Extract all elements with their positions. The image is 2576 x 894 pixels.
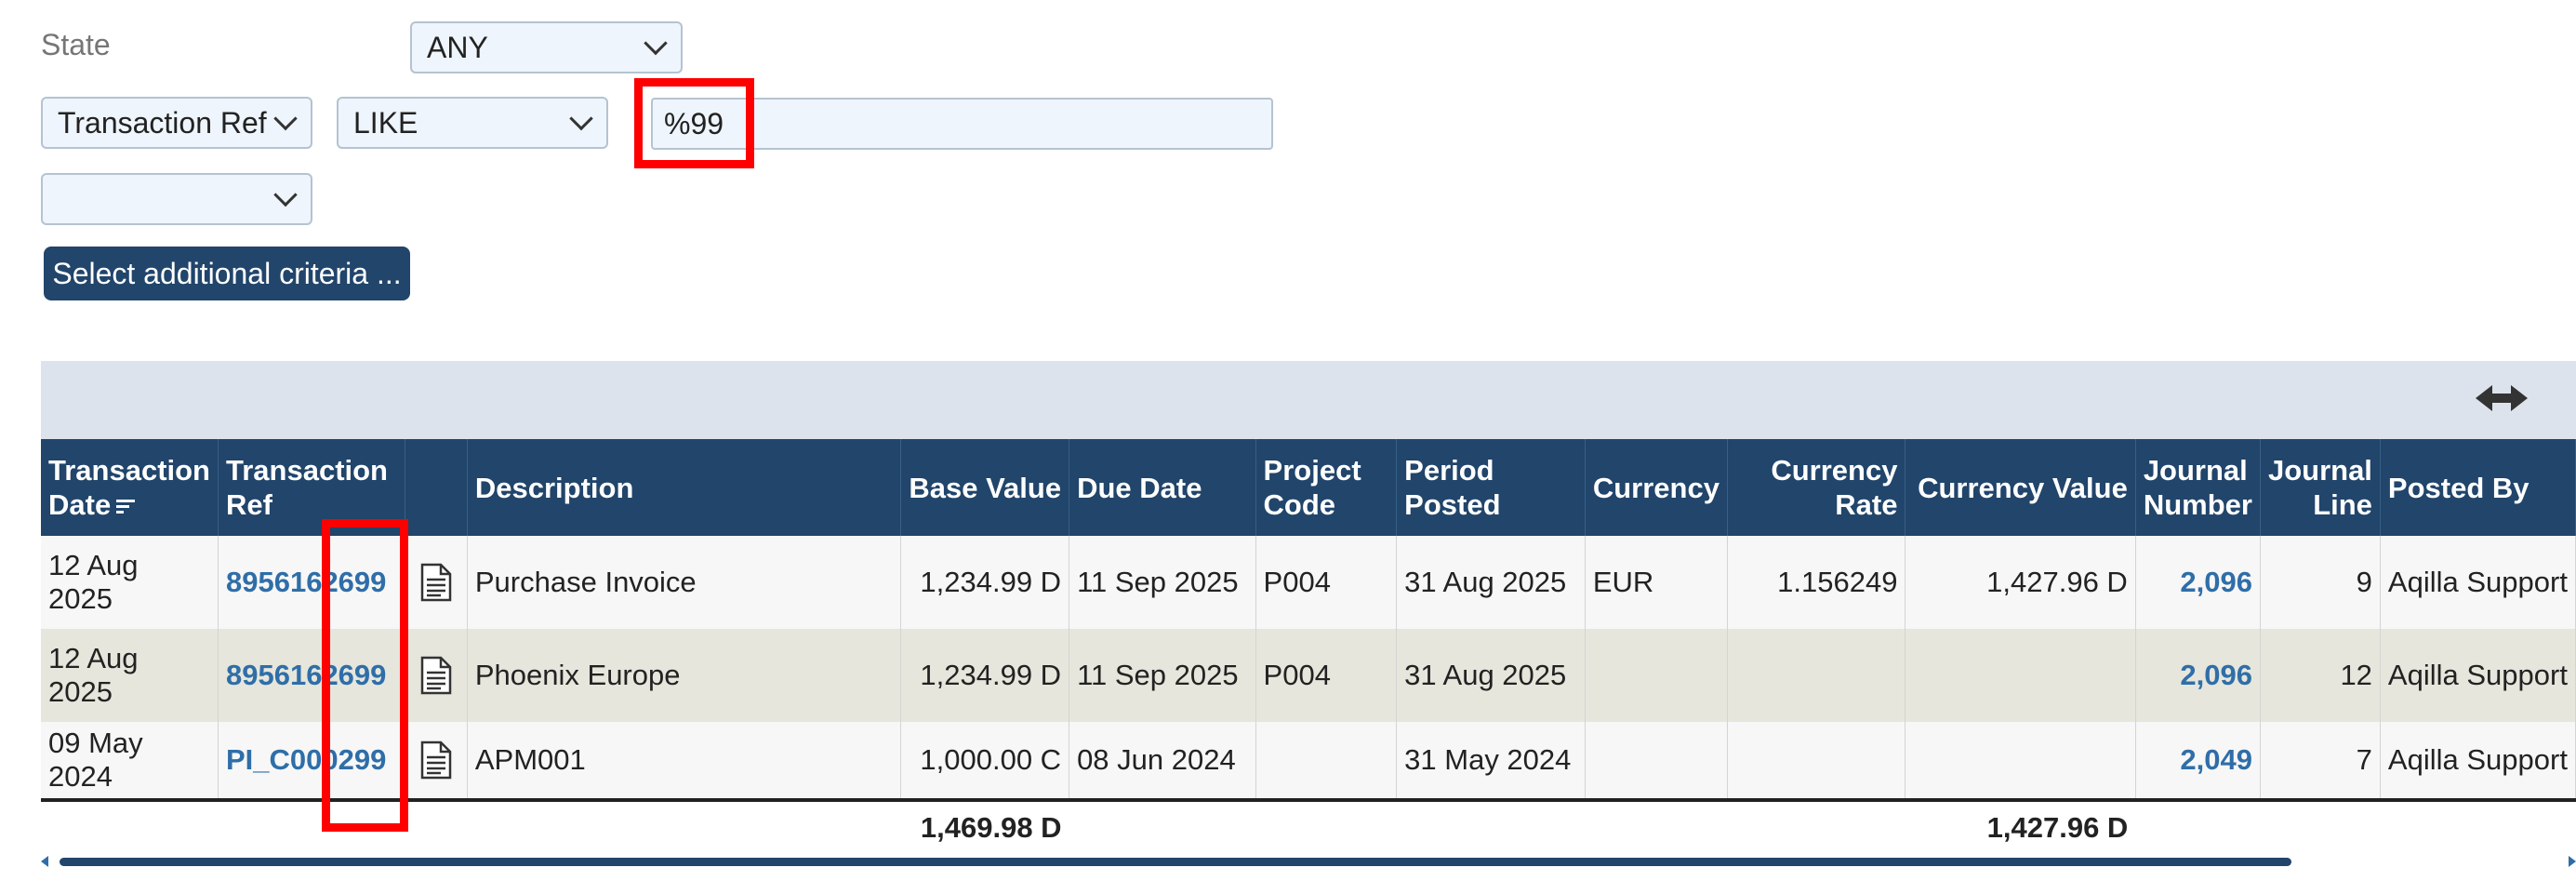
grid-toolbar xyxy=(41,361,2576,443)
document-icon[interactable] xyxy=(420,741,452,780)
cell-posted-by: Aqilla Support xyxy=(2380,722,2576,800)
cell-document[interactable] xyxy=(405,722,468,800)
cell-base-value: 1,234.99 D xyxy=(900,536,1070,629)
cell-document[interactable] xyxy=(405,536,468,629)
chevron-down-icon xyxy=(273,106,298,131)
cell-period-posted: 31 Aug 2025 xyxy=(1396,536,1586,629)
cell-currency-value xyxy=(1905,629,2136,722)
col-transaction-date[interactable]: Transaction Date xyxy=(41,439,219,536)
select-additional-criteria-button[interactable]: Select additional criteria ... xyxy=(44,247,410,300)
field-select-value: Transaction Ref xyxy=(58,105,267,140)
col-journal-line[interactable]: Journal Line xyxy=(2260,439,2381,536)
cell-due-date: 11 Sep 2025 xyxy=(1069,629,1256,722)
state-select-value: ANY xyxy=(427,30,488,64)
journal-number-link[interactable]: 2,049 xyxy=(2135,722,2261,800)
col-currency-value[interactable]: Currency Value xyxy=(1905,439,2136,536)
cell-project-code xyxy=(1255,722,1398,800)
operator-select[interactable]: LIKE xyxy=(337,97,608,149)
horizontal-scrollbar[interactable] xyxy=(41,854,2576,871)
cell-project-code: P004 xyxy=(1255,536,1398,629)
operator-select-value: LIKE xyxy=(353,105,418,140)
cell-base-value: 1,234.99 D xyxy=(900,629,1070,722)
cell-project-code: P004 xyxy=(1255,629,1398,722)
col-posted-by[interactable]: Posted By xyxy=(2380,439,2576,536)
state-label: State xyxy=(41,28,111,61)
cell-date: 12 Aug 2025 xyxy=(41,536,219,629)
cell-currency-rate xyxy=(1727,722,1906,800)
cell-posted-by: Aqilla Support xyxy=(2380,629,2576,722)
total-base-value: 1,469.98 D xyxy=(900,798,1069,848)
col-period-posted[interactable]: Period Posted xyxy=(1396,439,1586,536)
cell-journal-line: 12 xyxy=(2260,629,2381,722)
journal-number-link[interactable]: 2,096 xyxy=(2135,629,2261,722)
col-journal-number[interactable]: Journal Number xyxy=(2135,439,2261,536)
search-value-highlight-box xyxy=(634,78,754,168)
state-select[interactable]: ANY xyxy=(410,21,683,73)
transaction-ref-link[interactable]: PI_C000299 xyxy=(218,722,405,800)
cell-currency xyxy=(1585,629,1728,722)
total-currency-value: 1,427.96 D xyxy=(1905,798,2136,848)
scroll-left-arrow-icon[interactable] xyxy=(41,856,48,867)
col-description[interactable]: Description xyxy=(467,439,902,536)
cell-period-posted: 31 May 2024 xyxy=(1396,722,1586,800)
cell-due-date: 11 Sep 2025 xyxy=(1069,536,1256,629)
cell-currency-value xyxy=(1905,722,2136,800)
col-project-code[interactable]: Project Code xyxy=(1255,439,1398,536)
extra-criteria-select[interactable] xyxy=(41,173,312,225)
sort-icon[interactable] xyxy=(116,497,136,516)
document-icon[interactable] xyxy=(420,656,452,695)
scroll-right-arrow-icon[interactable] xyxy=(2569,856,2576,867)
cell-currency-rate xyxy=(1727,629,1906,722)
table-row[interactable]: 09 May 2024 PI_C000299 APM001 1,000.00 C… xyxy=(41,722,2576,800)
search-value-input[interactable]: %99 xyxy=(651,98,1273,150)
cell-due-date: 08 Jun 2024 xyxy=(1069,722,1256,800)
cell-currency-rate: 1.156249 xyxy=(1727,536,1906,629)
transaction-ref-link[interactable]: 8956162699 xyxy=(218,629,405,722)
cell-description: APM001 xyxy=(467,722,902,800)
cell-posted-by: Aqilla Support xyxy=(2380,536,2576,629)
col-base-value[interactable]: Base Value xyxy=(900,439,1070,536)
chevron-down-icon xyxy=(273,182,298,207)
cell-description: Purchase Invoice xyxy=(467,536,902,629)
search-value-text: %99 xyxy=(664,106,724,140)
cell-currency xyxy=(1585,722,1728,800)
table-row[interactable]: 12 Aug 2025 8956162699 Purchase Invoice … xyxy=(41,536,2576,629)
totals-row: 1,469.98 D 1,427.96 D xyxy=(41,798,2576,848)
chevron-down-icon xyxy=(569,106,593,131)
journal-number-link[interactable]: 2,096 xyxy=(2135,536,2261,629)
col-document xyxy=(405,439,468,536)
cell-period-posted: 31 Aug 2025 xyxy=(1396,629,1586,722)
col-due-date[interactable]: Due Date xyxy=(1069,439,1256,536)
cell-currency: EUR xyxy=(1585,536,1728,629)
cell-journal-line: 7 xyxy=(2260,722,2381,800)
cell-date: 09 May 2024 xyxy=(41,722,219,800)
cell-description: Phoenix Europe xyxy=(467,629,902,722)
cell-currency-value: 1,427.96 D xyxy=(1905,536,2136,629)
cell-journal-line: 9 xyxy=(2260,536,2381,629)
resize-columns-icon[interactable] xyxy=(2474,381,2530,415)
transaction-ref-highlight-box xyxy=(322,519,408,832)
cell-base-value: 1,000.00 C xyxy=(900,722,1070,800)
col-currency-rate[interactable]: Currency Rate xyxy=(1727,439,1906,536)
scrollbar-thumb[interactable] xyxy=(60,858,2291,866)
document-icon[interactable] xyxy=(420,563,452,602)
chevron-down-icon xyxy=(644,31,668,56)
cell-document[interactable] xyxy=(405,629,468,722)
transactions-grid: Transaction Date Transaction Ref Descripti… xyxy=(41,439,2576,848)
col-currency[interactable]: Currency xyxy=(1585,439,1728,536)
table-row[interactable]: 12 Aug 2025 8956162699 Phoenix Europe 1,… xyxy=(41,629,2576,722)
cell-date: 12 Aug 2025 xyxy=(41,629,219,722)
field-select[interactable]: Transaction Ref xyxy=(41,97,312,149)
